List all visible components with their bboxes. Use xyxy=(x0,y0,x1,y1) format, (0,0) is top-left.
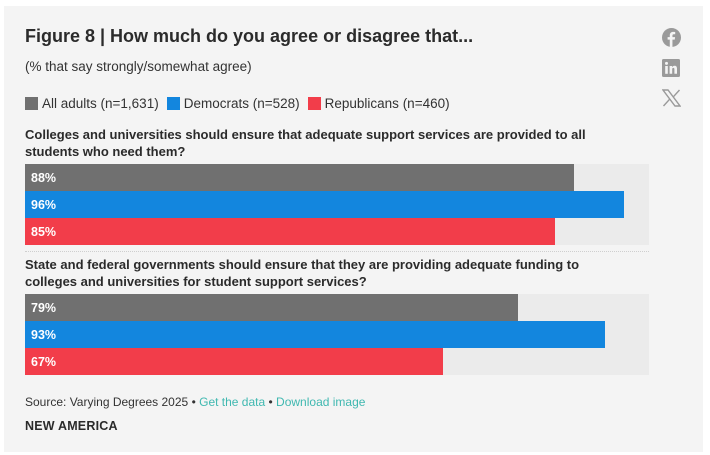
footer-source: Source: Varying Degrees 2025 • Get the d… xyxy=(25,395,365,409)
group-separator xyxy=(25,251,649,252)
legend-label: Republicans (n=460) xyxy=(324,96,450,111)
bullet-separator: • xyxy=(191,395,196,409)
legend-item-all-adults: All adults (n=1,631) xyxy=(25,96,159,111)
legend-label: Democrats (n=528) xyxy=(183,96,300,111)
bar-democrats-q1: 96% xyxy=(25,191,625,218)
legend-swatch xyxy=(307,97,321,110)
legend: All adults (n=1,631) Democrats (n=528) R… xyxy=(25,96,450,111)
x-icon[interactable] xyxy=(661,89,681,107)
bar-all-adults-q2: 79% xyxy=(25,294,518,321)
legend-swatch xyxy=(25,97,38,110)
get-data-link[interactable]: Get the data xyxy=(199,395,266,409)
brand-logo-text: NEW AMERICA xyxy=(25,419,118,433)
bar-label: 85% xyxy=(31,224,57,239)
bar-republicans-q1: 85% xyxy=(25,218,556,245)
question-2: State and federal governments should ens… xyxy=(25,257,580,289)
source-text: Source: Varying Degrees 2025 xyxy=(25,395,189,409)
bullet-separator: • xyxy=(268,395,273,409)
linkedin-icon[interactable] xyxy=(662,59,680,77)
question-1: Colleges and universities should ensure … xyxy=(25,127,586,159)
bar-label: 96% xyxy=(31,197,57,212)
legend-label: All adults (n=1,631) xyxy=(42,96,159,111)
bar-democrats-q2: 93% xyxy=(25,321,606,348)
bar-all-adults-q1: 88% xyxy=(25,164,575,191)
figure-title: Figure 8 | How much do you agree or disa… xyxy=(25,26,474,46)
bar-label: 88% xyxy=(31,170,57,185)
facebook-icon[interactable] xyxy=(661,28,681,47)
legend-swatch xyxy=(166,97,180,110)
figure-subtitle: (% that say strongly/somewhat agree) xyxy=(25,59,252,74)
figure-panel: Figure 8 | How much do you agree or disa… xyxy=(4,6,703,452)
bar-group-1: 88% 96% 85% xyxy=(25,164,649,245)
bar-label: 79% xyxy=(31,300,57,315)
download-image-link[interactable]: Download image xyxy=(276,395,366,409)
bar-republicans-q2: 67% xyxy=(25,348,444,375)
bar-label: 67% xyxy=(31,354,57,369)
legend-item-republicans: Republicans (n=460) xyxy=(307,96,450,111)
bar-group-2: 79% 93% 67% xyxy=(25,294,649,375)
legend-item-democrats: Democrats (n=528) xyxy=(166,96,300,111)
social-share xyxy=(661,28,681,107)
bar-label: 93% xyxy=(31,327,57,342)
